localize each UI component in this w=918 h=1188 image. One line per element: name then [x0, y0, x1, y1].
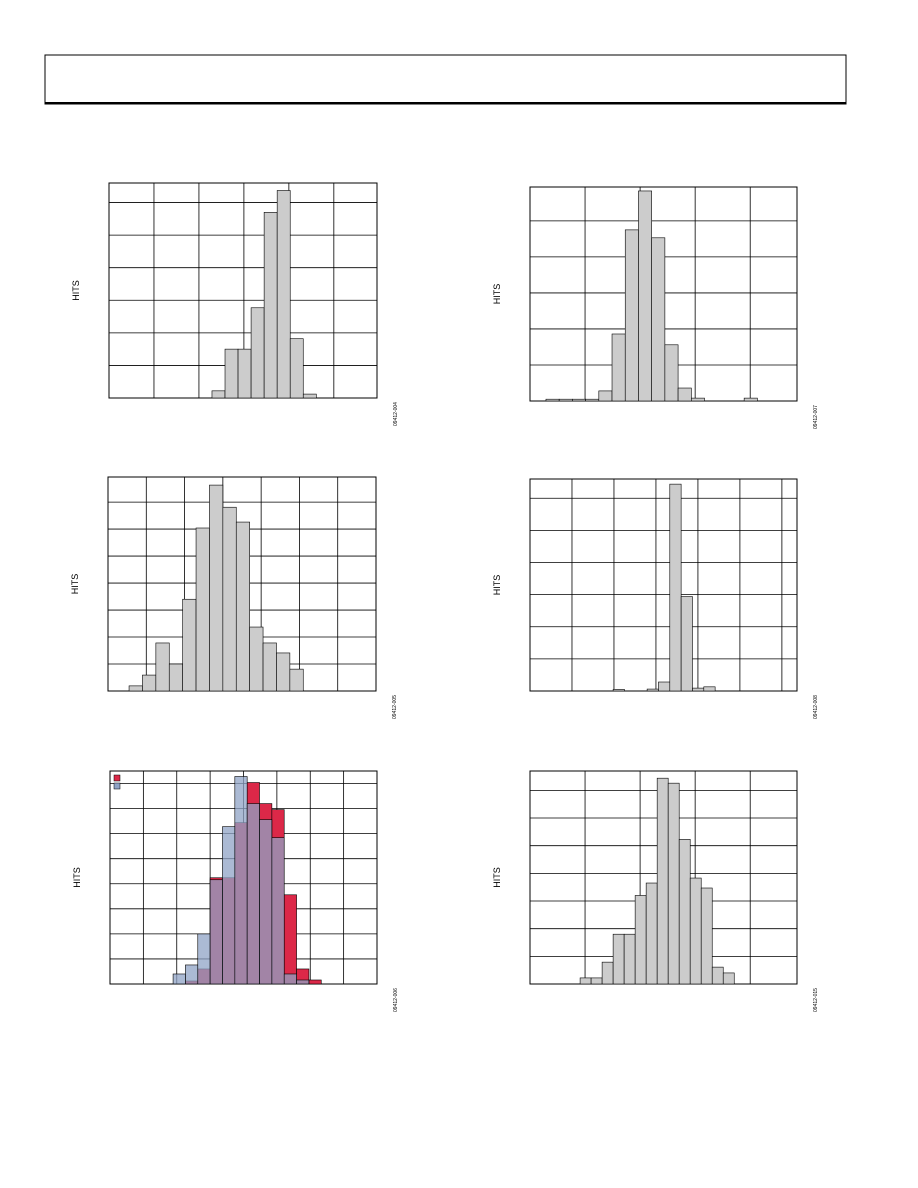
figure-id: 09412-006	[393, 988, 399, 1012]
histogram-bar	[667, 782, 680, 985]
y-axis-label: HITS	[492, 575, 502, 596]
histogram-bar	[182, 598, 197, 692]
histogram-bar	[611, 333, 626, 402]
histogram-bar	[703, 686, 716, 692]
histogram-bar	[680, 596, 693, 692]
plot-area	[529, 478, 798, 692]
histogram-bar	[222, 506, 237, 692]
histogram-bar	[579, 977, 592, 985]
histogram-bar	[283, 894, 297, 985]
header-box	[44, 54, 847, 105]
histogram-bar	[222, 826, 236, 985]
histogram-bar	[651, 237, 666, 402]
histogram-bar	[558, 398, 573, 402]
histogram-bar	[692, 687, 705, 692]
histogram-bar	[711, 966, 724, 985]
histogram-bar	[234, 776, 248, 985]
histogram-bar	[302, 393, 317, 399]
histogram-bar	[669, 483, 682, 692]
histogram-bar	[289, 668, 304, 692]
histogram-bar	[308, 979, 322, 985]
histogram-bar	[263, 212, 278, 399]
histogram-bar	[612, 933, 625, 985]
chart: HITS 09412-008	[492, 478, 819, 719]
histogram-bar	[296, 979, 310, 985]
histogram-bar	[689, 877, 702, 985]
legend-swatch	[113, 782, 121, 790]
histogram-bar	[209, 484, 224, 692]
histogram-bar	[624, 229, 639, 402]
histogram-bar	[601, 961, 614, 985]
y-axis-label: HITS	[71, 280, 81, 301]
histogram-bar	[634, 895, 647, 985]
chart: HITS 09412-015	[492, 770, 819, 1012]
histogram-bar	[259, 819, 273, 985]
chart: HITS 09412-006	[72, 770, 399, 1012]
histogram-bar	[142, 674, 157, 692]
histogram-bar	[197, 933, 211, 985]
histogram-bar	[211, 390, 226, 399]
figure-id: 09412-004	[393, 402, 399, 426]
histogram-bar	[598, 390, 613, 402]
histogram-bar	[185, 964, 199, 985]
histogram-bar	[700, 887, 713, 985]
histogram-bar	[237, 348, 252, 399]
histogram-bar	[664, 344, 679, 402]
chart: HITS 09412-005	[70, 476, 398, 719]
histogram-bar	[678, 839, 691, 985]
histogram-bar	[743, 397, 758, 402]
histogram-bar	[691, 397, 705, 402]
chart: HITS 09412-007	[492, 186, 819, 429]
histogram-bar	[224, 348, 239, 399]
histogram-bar	[276, 652, 291, 692]
figure-id: 09412-005	[392, 695, 398, 719]
histogram-bar	[645, 882, 658, 985]
y-axis-label: HITS	[72, 867, 82, 888]
histogram-bar	[155, 642, 170, 692]
histogram-bar	[656, 777, 669, 985]
histogram-bar	[289, 338, 304, 399]
histogram-bar	[545, 398, 560, 402]
histogram-bar	[250, 307, 265, 399]
histogram-bar	[612, 689, 625, 692]
histogram-bar	[262, 642, 277, 692]
histogram-bar	[235, 521, 250, 692]
histogram-bar	[658, 681, 671, 692]
histogram-bar	[646, 688, 659, 692]
figure-id: 09412-008	[813, 695, 819, 719]
histogram-bar	[128, 685, 143, 692]
histogram-bar	[195, 527, 210, 692]
histogram-bar	[283, 973, 297, 985]
histogram-bar	[209, 879, 223, 985]
y-axis-label: HITS	[70, 574, 80, 595]
figure-id: 09412-015	[813, 988, 819, 1012]
histogram-bar	[168, 663, 183, 692]
histogram-bar	[172, 973, 186, 985]
histogram-bar	[276, 190, 291, 399]
figure-id: 09412-007	[813, 405, 819, 429]
y-axis-label: HITS	[492, 867, 502, 888]
legend-swatch	[113, 774, 121, 782]
histogram-bar	[585, 398, 600, 402]
histogram-bar	[590, 977, 603, 985]
histogram-bar	[271, 837, 285, 985]
y-axis-label: HITS	[492, 284, 502, 305]
histogram-bar	[623, 933, 636, 985]
histogram-bar	[246, 803, 260, 985]
chart: HITS 09412-004	[71, 182, 399, 426]
histogram-bar	[572, 398, 586, 402]
histogram-bar	[677, 387, 692, 402]
histogram-bar	[638, 190, 652, 402]
histogram-bar	[249, 626, 264, 692]
histogram-bar	[722, 972, 735, 985]
